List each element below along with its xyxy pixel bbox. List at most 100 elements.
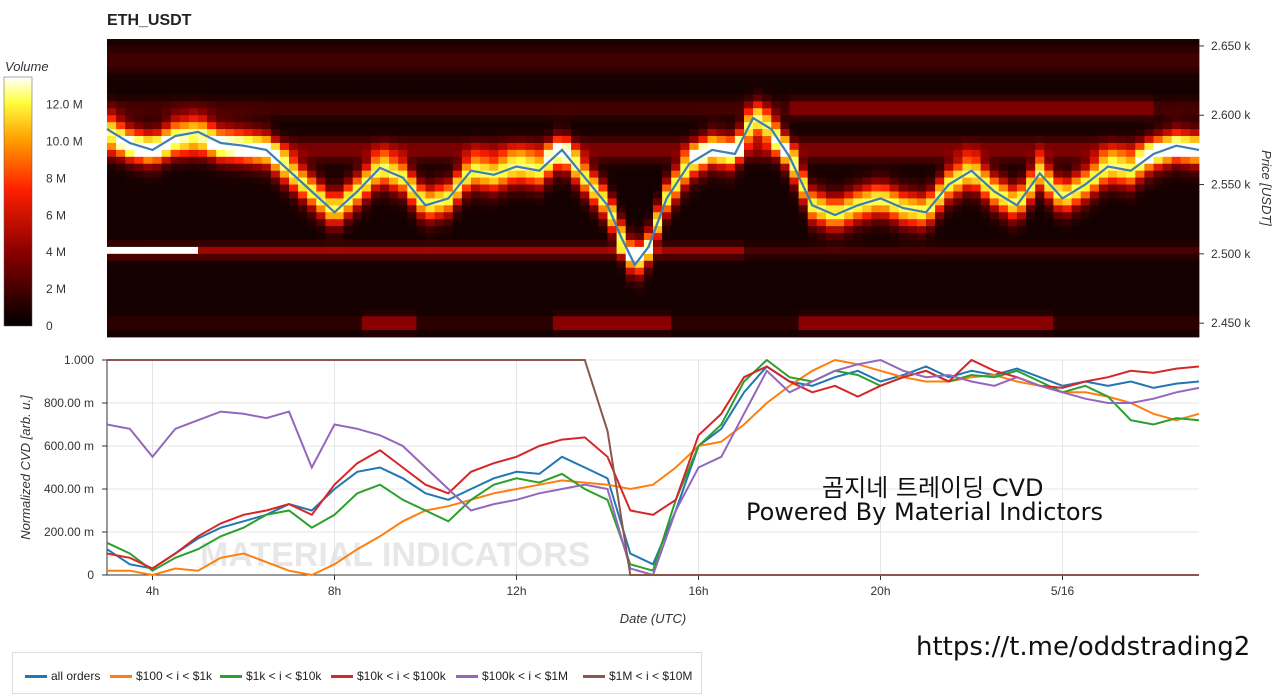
heatmap-cell: [744, 142, 754, 151]
heatmap-cell: [1080, 66, 1091, 75]
heatmap-cell: [680, 191, 690, 199]
heatmap-cell: [261, 87, 272, 95]
heatmap-cell: [398, 246, 408, 255]
heatmap-cell: [1108, 274, 1118, 282]
heatmap-cell: [534, 94, 545, 102]
heatmap-cell: [134, 101, 144, 109]
heatmap-cell: [898, 108, 909, 116]
heatmap-cell: [480, 212, 490, 220]
heatmap-cell: [307, 295, 317, 303]
heatmap-cell: [380, 80, 390, 88]
heatmap-cell: [1017, 316, 1027, 324]
heatmap-cell: [543, 142, 554, 151]
heatmap-cell: [780, 108, 790, 116]
heatmap-cell: [880, 39, 890, 47]
heatmap-cell: [725, 198, 736, 206]
heatmap-cell: [880, 156, 890, 165]
heatmap-cell: [507, 87, 517, 95]
heatmap-cell: [753, 170, 763, 178]
heatmap-cell: [662, 239, 672, 248]
heatmap-cell: [343, 87, 354, 95]
heatmap-cell: [398, 39, 408, 47]
heatmap-cell: [170, 212, 181, 220]
heatmap-cell: [389, 219, 399, 227]
heatmap-cell: [252, 177, 263, 185]
heatmap-cell: [234, 295, 244, 303]
heatmap-cell: [607, 129, 617, 137]
heatmap-cell: [680, 267, 690, 276]
heatmap-cell: [653, 108, 663, 116]
heatmap-cell: [935, 149, 945, 158]
heatmap-cell: [489, 52, 499, 61]
heatmap-cell: [871, 122, 881, 130]
heatmap-cell: [689, 233, 699, 241]
heatmap-cell: [853, 108, 863, 116]
heatmap-cell: [179, 177, 190, 185]
heatmap-cell: [289, 108, 299, 116]
heatmap-cell: [498, 129, 508, 137]
heatmap-cell: [252, 101, 263, 109]
heatmap-cell: [580, 198, 590, 206]
heatmap-cell: [1098, 156, 1109, 165]
heatmap-cell: [252, 108, 263, 116]
heatmap-cell: [279, 239, 290, 248]
heatmap-cell: [1071, 52, 1082, 61]
heatmap-cell: [543, 288, 554, 296]
heatmap-cell: [898, 52, 909, 61]
heatmap-cell: [616, 323, 627, 331]
heatmap-cell: [243, 323, 253, 331]
heatmap-cell: [398, 330, 408, 338]
heatmap-cell: [243, 136, 253, 144]
heatmap-cell: [607, 198, 617, 206]
heatmap-cell: [1080, 288, 1091, 296]
heatmap-cell: [179, 253, 190, 262]
heatmap-cell: [216, 101, 226, 109]
heatmap-cell: [489, 330, 499, 338]
heatmap-cell: [161, 52, 172, 61]
heatmap-cell: [243, 101, 253, 109]
heatmap-cell: [944, 330, 954, 338]
heatmap-cell: [643, 66, 654, 75]
heatmap-cell: [744, 101, 754, 109]
heatmap-cell: [1071, 184, 1082, 192]
heatmap-cell: [698, 246, 708, 255]
heatmap-cell: [716, 101, 727, 109]
heatmap-cell: [953, 87, 963, 95]
heatmap-cell: [634, 45, 645, 54]
heatmap-cell: [161, 212, 172, 220]
heatmap-cell: [152, 226, 162, 234]
heatmap-cell: [1071, 39, 1082, 47]
heatmap-cell: [953, 260, 963, 269]
heatmap-cell: [188, 170, 199, 178]
heatmap-cell: [1017, 260, 1027, 269]
heatmap-cell: [625, 59, 636, 68]
heatmap-cell: [935, 87, 945, 95]
heatmap-cell: [725, 101, 736, 109]
heatmap-cell: [998, 80, 1009, 88]
heatmap-cell: [143, 281, 153, 289]
heatmap-cell: [1062, 233, 1072, 241]
heatmap-cell: [816, 226, 827, 234]
heatmap-cell: [1053, 239, 1063, 248]
heatmap-cell: [370, 323, 381, 331]
heatmap-cell: [562, 156, 572, 165]
heatmap-cell: [261, 52, 272, 61]
heatmap-cell: [643, 253, 654, 262]
heatmap-cell: [398, 226, 408, 234]
heatmap-cell: [480, 101, 490, 109]
heatmap-cell: [662, 101, 672, 109]
heatmap-cell: [780, 233, 790, 241]
heatmap-cell: [534, 267, 545, 276]
heatmap-cell: [807, 156, 818, 165]
heatmap-cell: [1098, 253, 1109, 262]
heatmap-cell: [443, 66, 454, 75]
heatmap-cell: [125, 94, 135, 102]
heatmap-cell: [944, 39, 954, 47]
heatmap-cell: [916, 115, 927, 123]
heatmap-cell: [689, 136, 699, 144]
heatmap-cell: [443, 108, 454, 116]
heatmap-cell: [252, 122, 263, 130]
heatmap-cell: [935, 66, 945, 75]
heatmap-cell: [170, 45, 181, 54]
heatmap-cell: [807, 233, 818, 241]
